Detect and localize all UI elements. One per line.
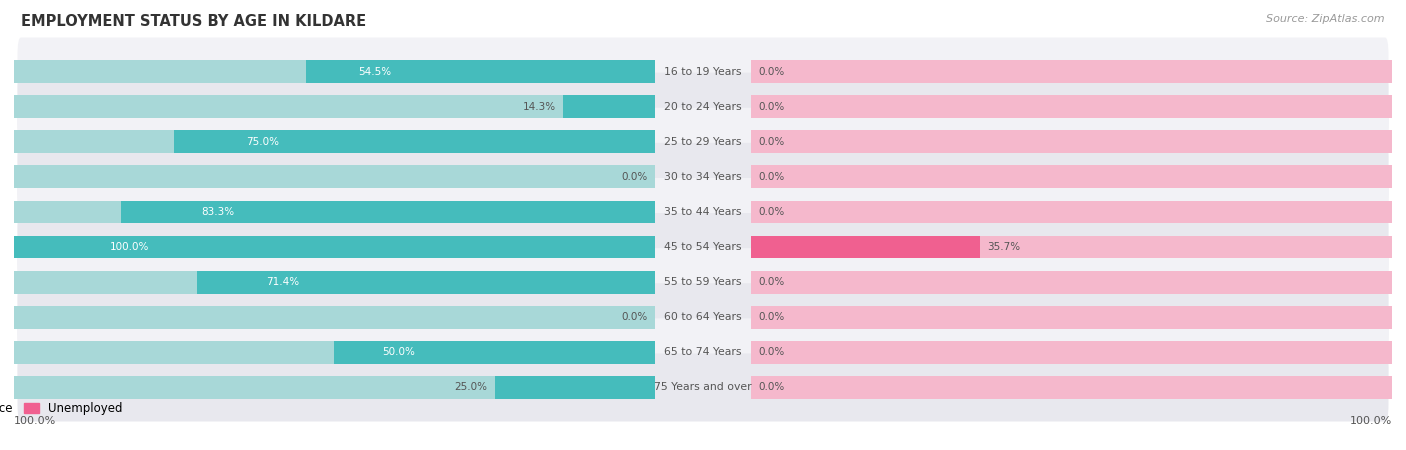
FancyBboxPatch shape (17, 72, 1389, 141)
Bar (14, 236, 655, 258)
Text: 14.3%: 14.3% (523, 102, 557, 112)
Bar (751, 130, 1392, 153)
Bar (305, 60, 655, 83)
Text: 30 to 34 Years: 30 to 34 Years (664, 172, 742, 182)
Text: 0.0%: 0.0% (758, 207, 785, 217)
Bar (335, 341, 655, 364)
Text: 0.0%: 0.0% (758, 102, 785, 112)
Bar (14, 95, 655, 118)
Text: 0.0%: 0.0% (758, 277, 785, 287)
Text: 25.0%: 25.0% (454, 382, 488, 392)
FancyBboxPatch shape (17, 108, 1389, 176)
Text: 20 to 24 Years: 20 to 24 Years (664, 102, 742, 112)
Text: Source: ZipAtlas.com: Source: ZipAtlas.com (1267, 14, 1385, 23)
FancyBboxPatch shape (17, 178, 1389, 246)
Bar (564, 95, 655, 118)
Bar (14, 130, 655, 153)
Text: 60 to 64 Years: 60 to 64 Years (664, 312, 742, 322)
FancyBboxPatch shape (17, 143, 1389, 211)
Text: EMPLOYMENT STATUS BY AGE IN KILDARE: EMPLOYMENT STATUS BY AGE IN KILDARE (21, 14, 366, 28)
Text: 0.0%: 0.0% (758, 67, 785, 76)
Text: 0.0%: 0.0% (621, 172, 648, 182)
Bar (14, 166, 655, 188)
FancyBboxPatch shape (17, 353, 1389, 422)
Text: 75.0%: 75.0% (246, 137, 280, 147)
Text: 0.0%: 0.0% (758, 137, 785, 147)
Bar (14, 376, 655, 399)
Text: 65 to 74 Years: 65 to 74 Years (664, 347, 742, 357)
Text: 0.0%: 0.0% (758, 347, 785, 357)
Text: 0.0%: 0.0% (621, 312, 648, 322)
Text: 0.0%: 0.0% (758, 312, 785, 322)
Bar (14, 201, 655, 223)
Bar (751, 95, 1392, 118)
Text: 0.0%: 0.0% (758, 382, 785, 392)
Bar (751, 236, 1392, 258)
Bar (14, 236, 655, 258)
Text: 0.0%: 0.0% (758, 172, 785, 182)
Text: 54.5%: 54.5% (359, 67, 391, 76)
Text: 35.7%: 35.7% (987, 242, 1019, 252)
Bar (751, 60, 1392, 83)
Text: 50.0%: 50.0% (382, 347, 415, 357)
Text: 100.0%: 100.0% (14, 415, 56, 426)
Bar (14, 271, 655, 293)
Bar (174, 130, 655, 153)
Text: 75 Years and over: 75 Years and over (654, 382, 752, 392)
FancyBboxPatch shape (17, 248, 1389, 316)
Text: 71.4%: 71.4% (266, 277, 299, 287)
Legend: In Labor Force, Unemployed: In Labor Force, Unemployed (0, 398, 128, 420)
Text: 45 to 54 Years: 45 to 54 Years (664, 242, 742, 252)
Text: 100.0%: 100.0% (1350, 415, 1392, 426)
Text: 55 to 59 Years: 55 to 59 Years (664, 277, 742, 287)
Bar (751, 201, 1392, 223)
Bar (14, 341, 655, 364)
Bar (751, 166, 1392, 188)
Bar (495, 376, 655, 399)
Text: 83.3%: 83.3% (201, 207, 235, 217)
Bar (197, 271, 655, 293)
Text: 25 to 29 Years: 25 to 29 Years (664, 137, 742, 147)
Bar (14, 306, 655, 328)
Text: 16 to 19 Years: 16 to 19 Years (664, 67, 742, 76)
Text: 35 to 44 Years: 35 to 44 Years (664, 207, 742, 217)
FancyBboxPatch shape (17, 213, 1389, 281)
Bar (121, 201, 655, 223)
FancyBboxPatch shape (17, 37, 1389, 106)
Bar (751, 271, 1392, 293)
Text: 100.0%: 100.0% (110, 242, 149, 252)
Bar (14, 60, 655, 83)
Bar (751, 376, 1392, 399)
FancyBboxPatch shape (17, 283, 1389, 351)
Bar (751, 236, 980, 258)
FancyBboxPatch shape (17, 318, 1389, 387)
Bar (751, 306, 1392, 328)
Bar (751, 341, 1392, 364)
